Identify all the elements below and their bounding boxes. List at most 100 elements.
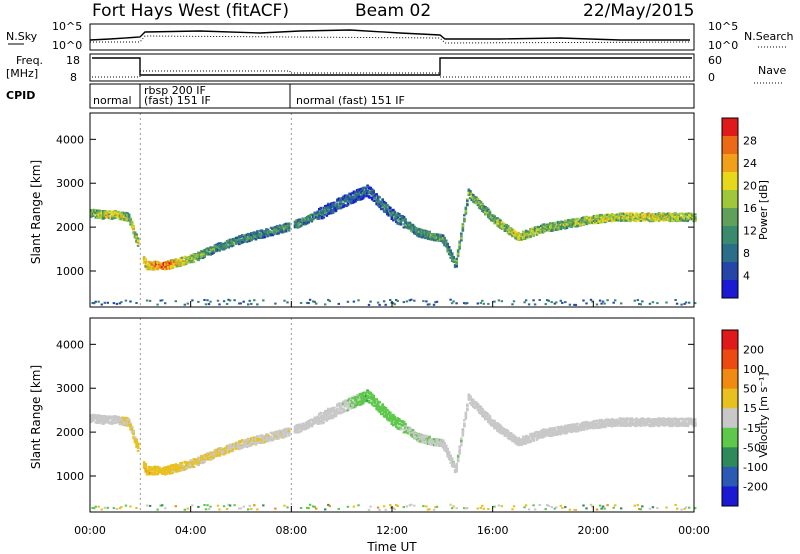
velocity-cell <box>189 465 193 468</box>
velocity-cell <box>333 414 336 418</box>
power-cell <box>177 263 181 266</box>
power-cell <box>598 213 602 217</box>
power-cell <box>467 189 471 192</box>
power-cell <box>256 232 259 235</box>
power-cell <box>364 195 368 198</box>
power-cell <box>230 240 233 243</box>
power-cell <box>493 215 496 218</box>
power-cell <box>416 231 419 234</box>
power-cell <box>144 262 147 265</box>
velocity-cell <box>324 411 327 414</box>
velocity-cell <box>305 425 309 428</box>
velocity-cell <box>198 461 202 464</box>
power-cell <box>639 216 643 219</box>
power-cell <box>349 196 353 199</box>
power-cell <box>561 225 564 228</box>
power-cell <box>677 218 680 221</box>
power-cell <box>532 230 535 233</box>
velocity-cell <box>100 420 104 423</box>
power-cell <box>615 213 619 216</box>
power-cell <box>422 300 425 303</box>
velocity-cell <box>275 431 279 434</box>
power-cell <box>472 193 475 197</box>
power-cell <box>499 225 502 228</box>
power-cell <box>544 303 547 306</box>
power-cell <box>346 196 350 199</box>
power-cell <box>452 256 455 259</box>
velocity-cell <box>238 507 241 510</box>
velocity-cell <box>378 401 381 404</box>
power-cell <box>444 245 448 248</box>
power-cell <box>568 221 572 224</box>
power-cell <box>591 300 594 303</box>
velocity-cell <box>352 400 356 403</box>
velocity-cell <box>263 441 267 444</box>
power-cell <box>401 217 404 220</box>
power-cell <box>425 300 428 303</box>
velocity-cell <box>305 427 309 430</box>
velocity-cell <box>170 467 173 470</box>
power-cell <box>126 213 129 216</box>
power-cell <box>426 234 430 237</box>
velocity-cell <box>354 401 357 404</box>
power-cell <box>617 216 620 219</box>
power-cell <box>298 225 301 228</box>
velocity-cell <box>136 442 140 445</box>
velocity-cell <box>236 445 240 448</box>
velocity-cell <box>355 395 359 398</box>
velocity-cell <box>120 423 123 426</box>
velocity-cell <box>363 395 366 398</box>
power-cell <box>228 240 232 244</box>
power-cell <box>296 218 300 222</box>
power-cell <box>195 255 199 258</box>
power-cell <box>491 219 495 222</box>
power-cell <box>198 252 202 255</box>
power-cell <box>339 198 342 201</box>
power-cell <box>606 299 609 302</box>
power-cell <box>278 225 282 229</box>
power-cell <box>109 211 113 214</box>
power-cell <box>609 218 612 221</box>
velocity-cell <box>315 417 318 420</box>
power-cell <box>381 198 384 201</box>
velocity-cell <box>105 421 108 424</box>
velocity-cell <box>392 415 395 418</box>
velocity-cell <box>302 424 306 427</box>
velocity-cell <box>117 421 120 424</box>
power-cell <box>485 207 489 210</box>
velocity-cell <box>366 390 369 394</box>
power-cell <box>598 299 602 302</box>
power-cell <box>324 303 327 306</box>
power-cell <box>440 235 443 238</box>
nave-trace <box>92 70 692 78</box>
power-cell <box>176 259 179 262</box>
power-cell <box>638 303 641 305</box>
power-cell <box>179 259 182 262</box>
power-cell <box>386 208 389 211</box>
power-cell <box>97 211 101 214</box>
power-cell <box>573 303 576 306</box>
power-cell <box>638 217 641 220</box>
velocity-cell <box>244 439 247 442</box>
power-cell <box>287 225 291 228</box>
velocity-cell <box>242 441 246 444</box>
velocity-cell <box>171 471 175 474</box>
power-cell <box>322 206 326 209</box>
power-cell <box>355 193 359 197</box>
power-cell <box>210 246 214 250</box>
power-cell <box>479 200 483 203</box>
velocity-cell <box>194 458 197 461</box>
power-cell <box>121 214 125 217</box>
power-cell <box>669 215 673 218</box>
power-cell <box>583 218 587 221</box>
power-cell <box>170 267 173 270</box>
velocity-cell <box>381 412 384 416</box>
power-cell <box>324 211 327 214</box>
velocity-cell <box>379 410 383 413</box>
power-cell <box>455 262 458 265</box>
power-cell <box>598 219 602 222</box>
velocity-cell <box>111 415 114 418</box>
power-cell <box>512 231 516 234</box>
velocity-cell <box>197 456 200 459</box>
velocity-cell <box>336 411 339 414</box>
